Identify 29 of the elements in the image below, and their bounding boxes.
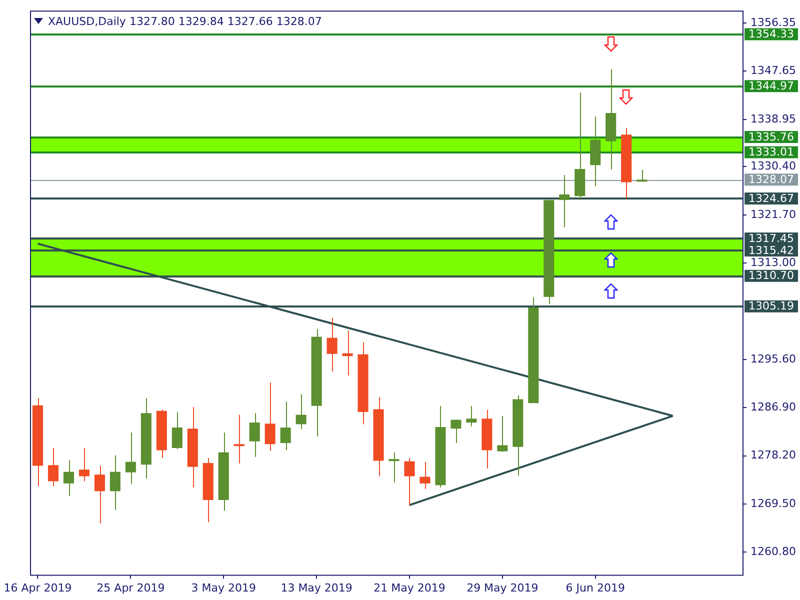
ref-line-label: 1328.07 xyxy=(748,173,794,186)
x-tick-label: 29 May 2019 xyxy=(466,581,538,594)
ref-line-label: 1344.97 xyxy=(748,79,794,92)
y-tick-label: 1321.70 xyxy=(750,208,796,221)
x-tick-label: 13 May 2019 xyxy=(280,581,352,594)
y-tick-label: 1313.00 xyxy=(750,256,796,269)
y-tick-label: 1356.35 xyxy=(750,16,796,29)
ref-line-label: 1354.33 xyxy=(748,28,794,41)
ref-line-label: 1324.67 xyxy=(748,192,794,205)
x-tick-label: 3 May 2019 xyxy=(191,581,256,594)
chart-title: XAUUSD,Daily 1327.80 1329.84 1327.66 1328.07 xyxy=(46,14,324,28)
y-tick-label: 1330.40 xyxy=(750,160,796,173)
y-tick-label: 1260.80 xyxy=(750,544,796,558)
ref-line-label: 1317.45 xyxy=(748,232,794,245)
ref-line-label: 1335.76 xyxy=(748,130,794,144)
y-tick-label: 1278.20 xyxy=(750,448,796,462)
x-tick-label: 21 May 2019 xyxy=(374,581,446,594)
ref-line-label: 1310.70 xyxy=(748,269,794,282)
y-tick-label: 1347.65 xyxy=(750,64,796,78)
y-tick-label: 1338.95 xyxy=(750,112,796,126)
y-tick-label: 1295.60 xyxy=(750,352,796,366)
ref-line-label: 1333.01 xyxy=(748,146,794,159)
ref-line-label: 1315.42 xyxy=(748,244,794,257)
y-tick-label: 1286.90 xyxy=(750,400,796,414)
y-tick-label: 1269.50 xyxy=(750,496,796,510)
x-tick-label: 25 Apr 2019 xyxy=(96,581,165,594)
ref-line-label: 1305.19 xyxy=(748,300,794,313)
x-tick-label: 6 Jun 2019 xyxy=(566,581,625,594)
x-tick-label: 16 Apr 2019 xyxy=(4,581,72,594)
